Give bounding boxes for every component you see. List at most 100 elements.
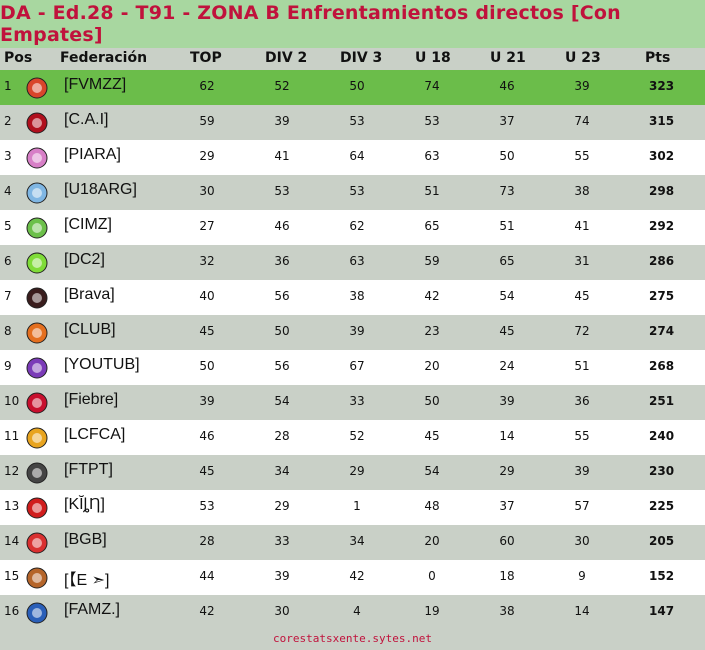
row-u18: 54 [424,464,440,478]
row-u23: 38 [574,184,590,198]
row-div2: 53 [274,184,290,198]
row-u21: 39 [499,394,515,408]
row-top: 30 [199,184,215,198]
row-div3: 39 [349,324,365,338]
row-div3: 52 [349,429,365,443]
row-position: 2 [4,114,12,128]
row-position: 7 [4,289,12,303]
row-top: 59 [199,114,215,128]
row-top: 44 [199,569,215,583]
federation-logo-icon [25,356,49,380]
table-row: 10 [Fiebre] 39 54 33 50 39 36 251 [0,385,705,420]
row-u21: 38 [499,604,515,618]
row-top: 42 [199,604,215,618]
row-top: 46 [199,429,215,443]
row-div3: 53 [349,114,365,128]
row-u21: 14 [499,429,515,443]
row-u18: 63 [424,149,440,163]
row-u21: 50 [499,149,515,163]
row-top: 45 [199,464,215,478]
table-row: 12 [FTPT] 45 34 29 54 29 39 230 [0,455,705,490]
row-federation: [FAMZ.] [64,601,120,618]
table-row: 8 [CLUB] 45 50 39 23 45 72 274 [0,315,705,350]
federation-logo-icon [25,216,49,240]
row-u18: 48 [424,499,440,513]
row-points: 274 [649,324,675,338]
row-federation: [YOUTUB] [64,356,140,373]
table-row: 15 [【E ➣] 44 39 42 0 18 9 152 [0,560,705,595]
row-div3: 42 [349,569,365,583]
row-u18: 19 [424,604,440,618]
header-u18: U 18 [415,50,451,66]
row-u21: 24 [499,359,515,373]
federation-logo-icon [25,251,49,275]
row-u18: 42 [424,289,440,303]
row-u23: 14 [574,604,590,618]
row-div2: 29 [274,499,290,513]
row-u21: 37 [499,114,515,128]
row-federation: [【E ➣] [64,572,110,589]
row-position: 9 [4,359,12,373]
federation-logo-icon [25,496,49,520]
row-federation: [U18ARG] [64,181,137,198]
table-row: 11 [LCFCA] 46 28 52 45 14 55 240 [0,420,705,455]
row-position: 4 [4,184,12,198]
row-federation: [KĬȴȠ] [64,496,105,513]
header-federation: Federación [60,50,148,66]
row-position: 6 [4,254,12,268]
row-position: 12 [4,464,20,478]
table-row: 2 [C.A.I] 59 39 53 53 37 74 315 [0,105,705,140]
row-div2: 36 [274,254,290,268]
row-u23: 51 [574,359,590,373]
row-div2: 33 [274,534,290,548]
row-top: 32 [199,254,215,268]
row-top: 45 [199,324,215,338]
row-points: 275 [649,289,675,303]
row-div3: 62 [349,219,365,233]
federation-logo-icon [25,426,49,450]
row-div3: 1 [353,499,361,513]
federation-logo-icon [25,321,49,345]
row-top: 39 [199,394,215,408]
row-points: 298 [649,184,675,198]
federation-logo-icon [25,76,49,100]
footer-url[interactable]: corestatsxente.sytes.net [273,632,432,645]
row-u23: 55 [574,429,590,443]
row-u18: 59 [424,254,440,268]
header-pts: Pts [645,50,671,66]
federation-logo-icon [25,601,49,625]
row-federation: [FTPT] [64,461,113,478]
row-u18: 51 [424,184,440,198]
page-title: DA - Ed.28 - T91 - ZONA B Enfrentamiento… [0,2,621,46]
row-federation: [Brava] [64,286,115,303]
header-pos: Pos [4,50,33,66]
row-u21: 65 [499,254,515,268]
row-div2: 39 [274,569,290,583]
row-u21: 37 [499,499,515,513]
row-points: 315 [649,114,675,128]
table-header: Pos Federación TOP DIV 2 DIV 3 U 18 U 21… [0,48,705,70]
row-points: 323 [649,79,675,93]
federation-logo-icon [25,181,49,205]
row-div2: 54 [274,394,290,408]
row-div2: 41 [274,149,290,163]
row-div2: 39 [274,114,290,128]
row-div2: 52 [274,79,290,93]
table-row: 5 [CIMZ] 27 46 62 65 51 41 292 [0,210,705,245]
row-u18: 20 [424,359,440,373]
row-position: 13 [4,499,20,513]
row-u23: 55 [574,149,590,163]
row-federation: [LCFCA] [64,426,126,443]
row-position: 3 [4,149,12,163]
row-points: 292 [649,219,675,233]
row-u23: 30 [574,534,590,548]
row-div3: 4 [353,604,361,618]
row-u23: 74 [574,114,590,128]
table-row: 3 [PIARA] 29 41 64 63 50 55 302 [0,140,705,175]
row-div2: 50 [274,324,290,338]
row-top: 62 [199,79,215,93]
row-points: 152 [649,569,675,583]
row-u23: 36 [574,394,590,408]
table-row: 14 [BGB] 28 33 34 20 60 30 205 [0,525,705,560]
row-u23: 41 [574,219,590,233]
